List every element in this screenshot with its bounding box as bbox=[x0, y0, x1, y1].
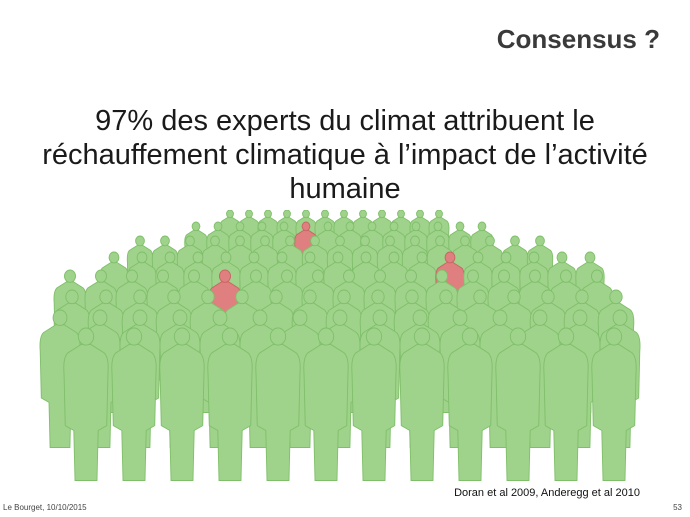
headline: 97% des experts du climat attribuent le … bbox=[42, 105, 648, 205]
agreeing-person bbox=[591, 327, 637, 481]
agreeing-person bbox=[447, 327, 493, 481]
agreeing-person bbox=[351, 327, 397, 481]
agreeing-person bbox=[63, 327, 109, 481]
agreeing-person bbox=[111, 327, 157, 481]
slide-title: Consensus ? bbox=[496, 24, 660, 54]
agreeing-person bbox=[495, 327, 541, 481]
footer-date-location: Le Bourget, 10/10/2015 bbox=[3, 503, 87, 512]
crowd-illustration bbox=[39, 210, 641, 481]
page-number: 53 bbox=[673, 503, 682, 512]
agreeing-person bbox=[399, 327, 445, 481]
agreeing-person bbox=[255, 327, 301, 481]
agreeing-person bbox=[303, 327, 349, 481]
citation: Doran et al 2009, Anderegg et al 2010 bbox=[454, 487, 640, 499]
agreeing-person bbox=[207, 327, 253, 481]
agreeing-person bbox=[159, 327, 205, 481]
agreeing-person bbox=[543, 327, 589, 481]
